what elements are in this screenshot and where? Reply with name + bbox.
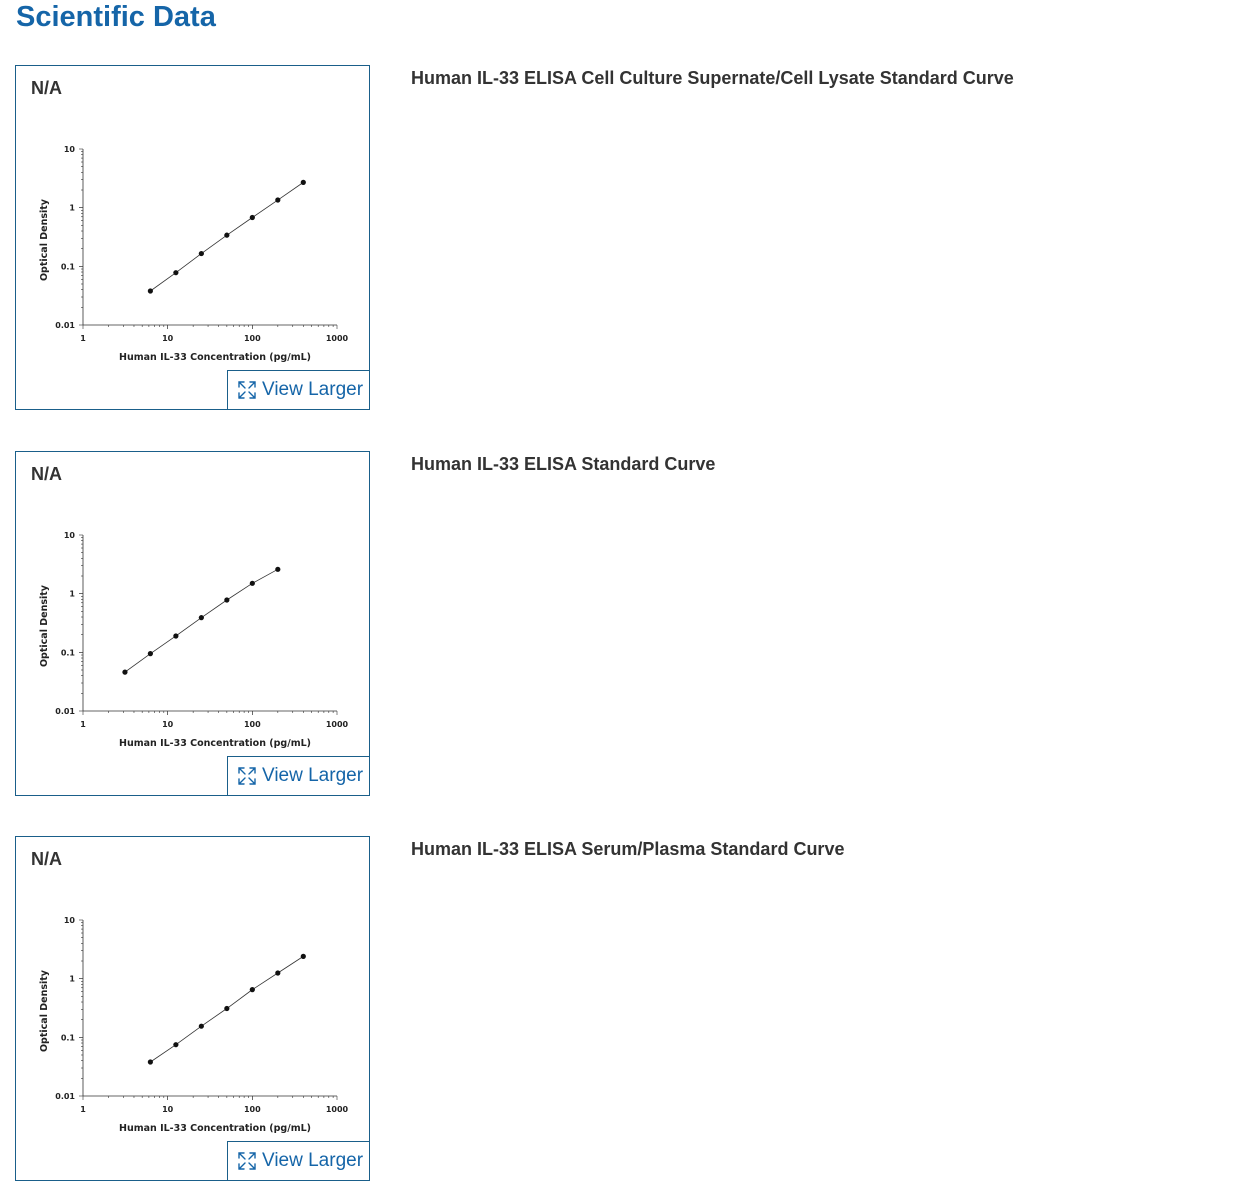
x-tick-label: 10 bbox=[162, 720, 174, 729]
y-axis-label: Optical Density bbox=[39, 198, 50, 281]
data-point bbox=[224, 232, 230, 238]
figure-card-1: N/A 1 10 100 1000 0.01 0.1 1 10 Human IL-33 Conc… bbox=[15, 65, 370, 410]
figure-label: N/A bbox=[31, 78, 62, 98]
data-point bbox=[122, 669, 128, 675]
data-point bbox=[147, 288, 153, 294]
y-tick-label: 1 bbox=[69, 590, 75, 599]
figure-label: N/A bbox=[31, 849, 62, 869]
data-point bbox=[173, 633, 179, 639]
x-tick-label: 10 bbox=[162, 334, 174, 343]
x-tick-label: 1000 bbox=[326, 1105, 349, 1114]
y-tick-label: 0.01 bbox=[55, 1092, 75, 1101]
view-larger-button[interactable]: View Larger bbox=[227, 370, 370, 410]
standard-curve-chart-3: 1 10 100 1000 0.01 0.1 1 10 Human IL-33 Concentr… bbox=[39, 916, 349, 1134]
x-tick-label: 1 bbox=[80, 720, 86, 729]
x-tick-label: 1000 bbox=[326, 720, 349, 729]
x-axis-label: Human IL-33 Concentration (pg/mL) bbox=[119, 352, 311, 363]
x-tick-label: 10 bbox=[162, 1105, 174, 1114]
data-point bbox=[300, 953, 306, 959]
figure-card-2: N/A 1 10 100 1000 0.01 0.1 1 10 Human IL-33 Conc… bbox=[15, 451, 370, 796]
expand-icon bbox=[238, 767, 256, 785]
data-point bbox=[300, 179, 306, 185]
y-tick-label: 0.1 bbox=[61, 1033, 76, 1042]
data-point bbox=[147, 1059, 153, 1065]
view-larger-label: View Larger bbox=[262, 379, 364, 400]
x-axis-label: Human IL-33 Concentration (pg/mL) bbox=[119, 1123, 311, 1134]
data-point bbox=[249, 580, 255, 586]
y-axis-label: Optical Density bbox=[39, 969, 50, 1052]
x-axis-label: Human IL-33 Concentration (pg/mL) bbox=[119, 738, 311, 749]
standard-curve-chart-2: 1 10 100 1000 0.01 0.1 1 10 Human IL-33 Concentr… bbox=[39, 531, 349, 749]
expand-icon bbox=[238, 1152, 256, 1170]
x-tick-label: 1000 bbox=[326, 334, 349, 343]
y-tick-label: 0.01 bbox=[55, 707, 75, 716]
y-tick-label: 10 bbox=[64, 531, 76, 540]
data-point bbox=[173, 270, 179, 276]
y-tick-label: 10 bbox=[64, 145, 76, 154]
data-point bbox=[224, 1005, 230, 1012]
data-point bbox=[275, 197, 281, 203]
view-larger-button[interactable]: View Larger bbox=[227, 1141, 370, 1181]
y-tick-label: 1 bbox=[69, 975, 75, 984]
figure-label: N/A bbox=[31, 464, 62, 484]
x-tick-label: 100 bbox=[244, 720, 261, 729]
expand-icon bbox=[238, 381, 256, 399]
y-axis-label: Optical Density bbox=[39, 584, 50, 667]
y-tick-label: 0.01 bbox=[55, 321, 75, 330]
data-point bbox=[173, 1042, 179, 1048]
data-point bbox=[275, 566, 281, 572]
standard-curve-line bbox=[124, 568, 279, 673]
data-point bbox=[198, 1023, 204, 1029]
figure-caption-2: Human IL-33 ELISA Standard Curve bbox=[411, 454, 716, 474]
page-title: Scientific Data bbox=[16, 1, 216, 33]
x-tick-label: 100 bbox=[244, 1105, 261, 1114]
x-tick-label: 100 bbox=[244, 334, 261, 343]
view-larger-label: View Larger bbox=[262, 765, 364, 786]
figure-card-3: N/A 1 10 100 1000 0.01 0.1 1 10 Human IL-33 Conc… bbox=[15, 836, 370, 1181]
y-tick-label: 0.1 bbox=[61, 648, 76, 657]
x-tick-label: 1 bbox=[80, 1105, 86, 1114]
figure-caption-3: Human IL-33 ELISA Serum/Plasma Standard … bbox=[411, 839, 845, 859]
x-tick-label: 1 bbox=[80, 334, 86, 343]
data-point bbox=[275, 970, 281, 976]
standard-curve-chart-1: 1 10 100 1000 0.01 0.1 1 10 Human IL-33 Concentr… bbox=[39, 145, 349, 363]
data-point bbox=[147, 651, 153, 657]
figure-caption-1: Human IL-33 ELISA Cell Culture Supernate… bbox=[411, 68, 1014, 88]
data-point bbox=[249, 214, 255, 221]
view-larger-label: View Larger bbox=[262, 1150, 364, 1171]
data-point bbox=[224, 597, 230, 603]
data-point bbox=[198, 250, 204, 257]
y-tick-label: 1 bbox=[69, 204, 75, 213]
view-larger-button[interactable]: View Larger bbox=[227, 756, 370, 796]
data-point bbox=[198, 615, 204, 621]
data-point bbox=[249, 987, 255, 993]
y-tick-label: 0.1 bbox=[61, 262, 76, 271]
y-tick-label: 10 bbox=[64, 916, 76, 925]
